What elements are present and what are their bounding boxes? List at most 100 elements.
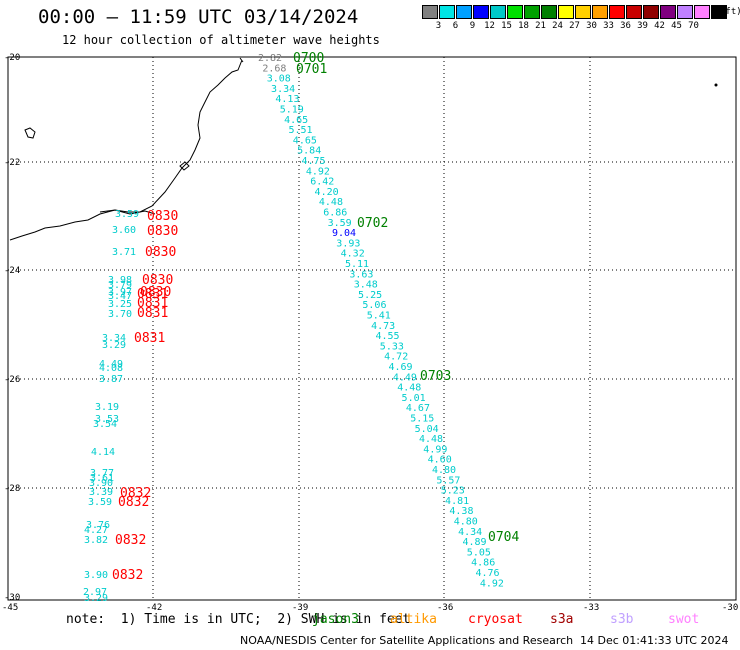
swh-value-label: 4.38 — [449, 506, 473, 517]
swh-value-label: 4.08 — [99, 363, 123, 374]
swh-value-label: 4.67 — [406, 403, 430, 414]
footer-note: note: 1) Time is in UTC; 2) SWH is in fe… — [66, 612, 411, 627]
swh-value-label: 3.39 — [89, 487, 113, 498]
swh-value-label: 4.76 — [476, 568, 500, 579]
pass-time-label: 0831 — [137, 296, 168, 311]
legend-swatch — [473, 5, 489, 19]
legend-swatch — [711, 5, 727, 19]
swh-value-label: 3.48 — [354, 280, 378, 291]
swh-value-label: 5.01 — [402, 393, 426, 404]
legend-value-label: 36 — [620, 21, 631, 31]
tick-label-lat-20: -20 — [4, 53, 20, 63]
legend-color-scale — [422, 5, 728, 19]
pass-time-labels: 0700070107020703070408300830083008300830… — [112, 51, 519, 583]
tick-label-lat-28: -28 — [4, 484, 20, 494]
swh-value-label: 5.04 — [415, 424, 439, 435]
swh-value-label: 4.69 — [389, 362, 413, 373]
swh-value-label: 4.49 — [99, 359, 123, 370]
pass-time-label: 0831 — [137, 287, 168, 302]
swh-value-label: 3.70 — [108, 309, 132, 320]
swh-value-label: 2.68 — [262, 63, 286, 74]
legend-value-label: 45 — [671, 21, 682, 31]
pass-time-label: 0700 — [293, 51, 324, 66]
legend-swatch — [626, 5, 642, 19]
pass-time-label: 0701 — [296, 62, 327, 77]
swh-value-label: 4.65 — [284, 115, 308, 126]
swh-value-label: 3.77 — [90, 468, 114, 479]
swh-value-label: 3.29 — [84, 593, 108, 604]
swh-value-label: 4.48 — [319, 197, 343, 208]
swh-value-label: 2.97 — [83, 587, 107, 598]
legend-swatch — [422, 5, 438, 19]
swh-value-label: 4.92 — [306, 166, 330, 177]
swh-value-label: 4.80 — [432, 465, 456, 476]
swh-value-label: 5.05 — [467, 547, 491, 558]
tick-label-lon-30: -30 — [722, 603, 738, 613]
satellite-legend-item: cryosat — [468, 612, 523, 627]
legend-swatch — [609, 5, 625, 19]
legend-swatch — [541, 5, 557, 19]
swh-value-label: 3.90 — [84, 570, 108, 581]
swh-value-label: 3.29 — [102, 340, 126, 351]
swh-value-label: 4.27 — [84, 525, 108, 536]
swh-value-label: 5.51 — [288, 125, 312, 136]
satellite-legend-item: s3b — [610, 612, 634, 627]
pass-time-label: 0830 — [147, 224, 178, 239]
swh-value-label: 5.06 — [362, 300, 386, 311]
swh-value-label: 3.63 — [349, 269, 373, 280]
swh-value-label: 3.71 — [112, 247, 136, 258]
swh-value-label: 3.59 — [88, 497, 112, 508]
swh-value-label: 3.53 — [95, 414, 119, 425]
swh-value-label: 3.61 — [90, 473, 114, 484]
pass-time-label: 0832 — [118, 495, 149, 510]
coastline — [9, 57, 244, 241]
swh-value-label: 3.34 — [102, 333, 126, 344]
pass-time-label: 0832 — [115, 533, 146, 548]
pass-time-label: 0830 — [145, 245, 176, 260]
swh-value-label: 5.11 — [345, 259, 369, 270]
swh-value-label: 3.59 — [328, 218, 352, 229]
swh-value-label: 5.57 — [436, 475, 460, 486]
swh-value-label: 3.19 — [95, 402, 119, 413]
legend-value-label: 27 — [569, 21, 580, 31]
credit-line: NOAA/NESDIS Center for Satellite Applica… — [240, 634, 574, 647]
legend-value-label: 70 — [688, 21, 699, 31]
cryosat-track-values: 3.59 3.60 3.71 3.983.793.973.473.253.70 3.34… — [83, 209, 139, 604]
pass-time-label: 0832 — [112, 568, 143, 583]
legend-value-label: 18 — [518, 21, 529, 31]
legend-value-label: 6 — [452, 21, 459, 31]
swh-value-label: 3.08 — [267, 74, 291, 85]
swh-value-label: 4.34 — [458, 527, 482, 538]
legend-swatch — [643, 5, 659, 19]
swh-value-label: 3.25 — [108, 299, 132, 310]
swh-value-label: 3.93 — [336, 238, 360, 249]
satellite-legend-item: swot — [668, 612, 700, 627]
swh-value-label: 9.04 — [332, 228, 356, 239]
tick-label-lat-26: -26 — [4, 375, 20, 385]
swh-value-label: 4.81 — [445, 496, 469, 507]
swh-value-label: 4.75 — [302, 156, 326, 167]
color-legend: 3 6 9 12 15 18 21 24 27 30 33 36 39 42 45 70 (ft) — [422, 5, 740, 33]
legend-swatch — [592, 5, 608, 19]
swh-value-label: 6.86 — [323, 208, 347, 219]
swh-value-label: 4.13 — [275, 94, 299, 105]
legend-swatch — [575, 5, 591, 19]
pass-time-label: 0830 — [142, 273, 173, 288]
pass-time-label: 0832 — [120, 486, 151, 501]
satellite-legend-item: s3a — [550, 612, 574, 627]
swh-value-label: 3.54 — [93, 419, 117, 430]
legend-value-label: 42 — [654, 21, 665, 31]
swh-value-label: 5.15 — [410, 414, 434, 425]
pass-time-label: 0702 — [357, 216, 388, 231]
legend-swatch — [456, 5, 472, 19]
swh-value-label: 3.98 — [108, 275, 132, 286]
legend-value-label: 39 — [637, 21, 648, 31]
map-title: 00:00 – 11:59 UTC 03/14/2024 — [38, 6, 359, 28]
generated-timestamp: 14 Dec 01:41:33 UTC 2024 — [580, 634, 729, 647]
plot-frame — [7, 56, 737, 601]
swh-value-label: 4.49 — [393, 372, 417, 383]
pass-time-label: 0704 — [488, 530, 519, 545]
swh-value-label: 4.48 — [397, 383, 421, 394]
tick-label-lon-36: -36 — [437, 603, 453, 613]
